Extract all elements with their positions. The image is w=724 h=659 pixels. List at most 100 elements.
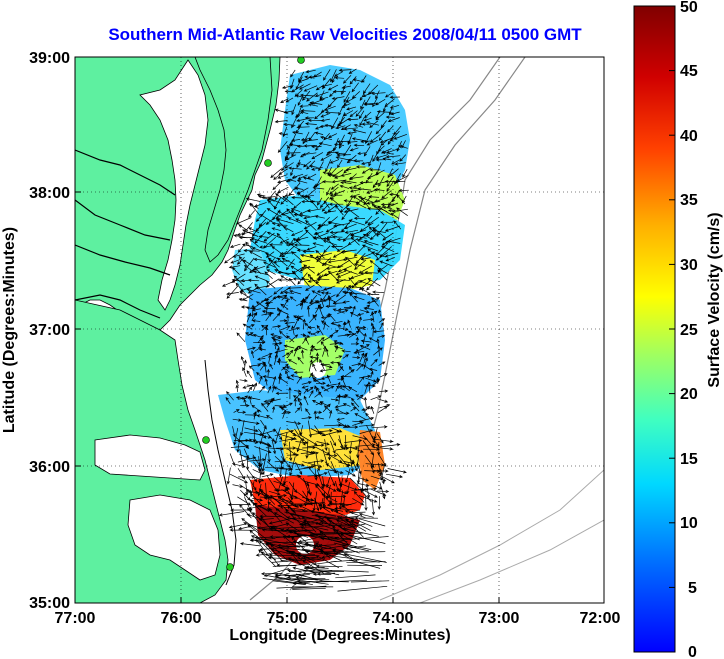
velocity-arrow (265, 312, 272, 322)
velocity-arrow (259, 462, 265, 476)
velocity-arrow (337, 461, 351, 467)
velocity-arrow (242, 367, 247, 377)
velocity-arrow (377, 334, 386, 338)
x-tick-label: 74:00 (373, 610, 414, 627)
velocity-arrow (342, 110, 354, 117)
velocity-arrow (278, 132, 288, 136)
y-tick-label: 35:00 (29, 595, 70, 612)
velocity-arrow (333, 542, 369, 552)
velocity-arrow (378, 318, 386, 323)
velocity-arrow (375, 204, 385, 215)
velocity-arrow (292, 395, 302, 401)
velocity-arrow (255, 301, 266, 308)
velocity-arrow (361, 244, 379, 252)
velocity-arrow (377, 489, 390, 494)
velocity-arrow (305, 408, 311, 416)
velocity-arrow (367, 216, 380, 226)
velocity-arrow (257, 195, 275, 202)
velocity-arrow (384, 252, 399, 258)
velocity-arrow (336, 417, 345, 421)
velocity-arrow (274, 459, 287, 463)
velocity-arrow (300, 434, 318, 446)
velocity-arrow (301, 416, 312, 420)
velocity-arrow (291, 104, 297, 116)
velocity-arrow (274, 429, 295, 437)
velocity-arrow (298, 259, 311, 264)
velocity-arrow (379, 389, 389, 393)
velocity-arrow (272, 335, 282, 340)
velocity-arrow (282, 535, 295, 546)
colorbar-tick-label: 15 (680, 451, 698, 468)
velocity-arrow (244, 439, 259, 444)
velocity-arrow (362, 91, 374, 98)
river-rappahannock (75, 199, 171, 241)
x-tick-label: 73:00 (479, 610, 520, 627)
velocity-arrow (333, 528, 350, 546)
velocity-arrow (332, 89, 346, 94)
velocity-arrow (281, 257, 296, 265)
velocity-arrow (297, 398, 303, 406)
velocity-arrow (283, 122, 296, 127)
velocity-arrow (318, 569, 369, 573)
colorbar (633, 5, 676, 653)
velocity-arrow (297, 78, 309, 83)
velocity-arrow (372, 152, 378, 162)
velocity-arrow (343, 127, 358, 131)
velocity-arrow (357, 187, 372, 191)
velocity-arrow (252, 475, 265, 482)
velocity-arrow (327, 173, 338, 177)
velocity-arrow (299, 209, 311, 215)
velocity-arrow (274, 347, 280, 359)
velocity-arrow (322, 180, 332, 184)
velocity-arrow (359, 309, 370, 314)
velocity-arrow (228, 265, 241, 269)
velocity-arrow (377, 269, 388, 281)
velocity-arrow (285, 366, 296, 371)
velocity-arrow (366, 200, 381, 205)
velocity-arrow (285, 241, 301, 251)
velocity-arrow (326, 238, 340, 252)
velocity-arrow (304, 116, 315, 120)
velocity-arrow (348, 219, 366, 226)
velocity-arrow (333, 555, 380, 563)
velocity-arrow (396, 194, 406, 205)
velocity-arrow (319, 550, 343, 562)
velocity-arrow (309, 344, 314, 356)
velocity-arrow (274, 427, 281, 445)
velocity-arrow (366, 300, 378, 304)
velocity-arrow (335, 355, 343, 359)
velocity-arrow (244, 332, 254, 337)
velocity-arrow (375, 252, 388, 261)
velocity-arrow (270, 168, 282, 179)
velocity-arrow (381, 245, 395, 253)
velocity-arrow (348, 176, 364, 180)
velocity-arrow (307, 459, 325, 464)
velocity-arrow (258, 217, 267, 227)
velocity-arrow (269, 363, 274, 370)
velocity-arrow (337, 309, 349, 314)
bathymetry-contour-4 (419, 519, 604, 603)
velocity-arrow (341, 546, 360, 554)
velocity-arrow (321, 203, 330, 212)
velocity-arrow (328, 202, 344, 206)
velocity-arrow (231, 266, 240, 275)
velocity-arrow (247, 332, 254, 337)
velocity-arrow (226, 467, 231, 485)
velocity-arrow (353, 143, 365, 147)
velocity-arrow (302, 318, 306, 330)
velocity-arrow (363, 240, 379, 246)
velocity-arrow (276, 232, 289, 246)
velocity-arrow (349, 312, 359, 317)
velocity-arrow (378, 131, 387, 141)
velocity-arrow (350, 397, 360, 408)
velocity-arrow (279, 547, 310, 552)
velocity-arrow (229, 473, 249, 484)
velocity-arrow (310, 374, 317, 379)
velocity-arrow (276, 360, 287, 364)
velocity-arrow (371, 297, 379, 307)
x-tick-labels: 77:00 76:00 75:00 74:00 73:00 72:00 (55, 610, 621, 627)
velocity-arrow (330, 398, 340, 402)
colorbar-tick-label: 35 (680, 192, 698, 209)
velocity-arrow (355, 202, 367, 209)
velocity-arrow (243, 522, 267, 531)
